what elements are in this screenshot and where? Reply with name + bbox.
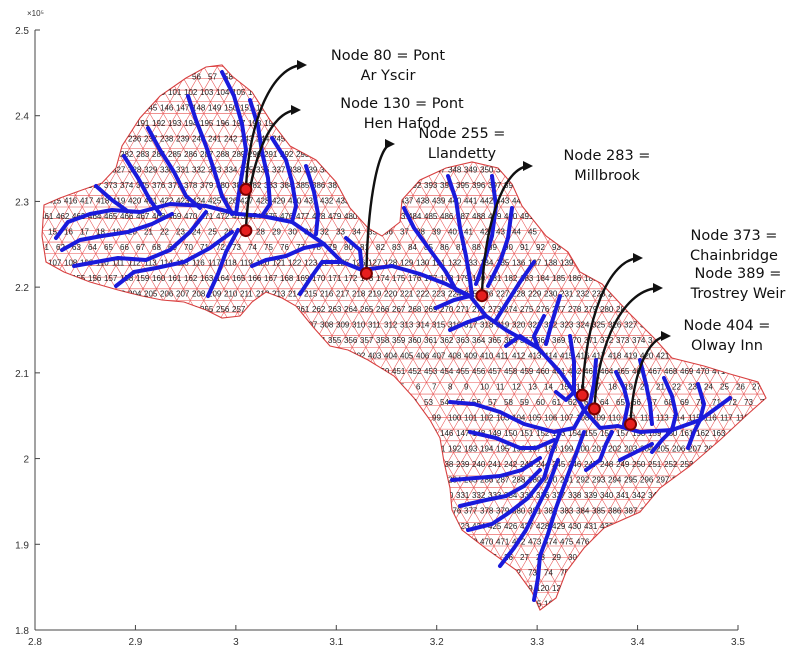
river-segment: [448, 400, 586, 434]
x-tick-label: 3.2: [430, 637, 444, 648]
river-segment: [114, 230, 234, 288]
y-tick-label: 2.1: [15, 369, 29, 380]
river-segment: [614, 370, 630, 426]
annotation-label-line1: Node 283 =: [564, 148, 651, 164]
river-segment: [60, 212, 174, 252]
river-segment: [446, 174, 474, 298]
annotation-label-line1: Node 130 = Pont: [340, 96, 464, 112]
river-segment: [582, 358, 598, 412]
river-segment: [532, 430, 586, 602]
annotation-label-line2: Hen Hafod: [364, 116, 441, 132]
river-network: [54, 70, 732, 602]
river-segment: [298, 260, 342, 296]
river-segment: [186, 94, 234, 216]
x-tick-label: 3.3: [530, 637, 544, 648]
river-segment: [532, 314, 546, 350]
x-tick-label: 2.8: [28, 637, 42, 648]
annotation-label-line2: Trostrey Weir: [690, 286, 786, 302]
river-segment: [662, 376, 678, 432]
annotation-arrow: [244, 105, 301, 231]
annotation-arrow: [581, 253, 643, 396]
river-segment: [304, 164, 320, 236]
node-number-labels: 1 2 3 4 5 6 7 8 9 10 11 12 13 14 15 16 17 18 19 20 21 22 23 24 2…: [42, 65, 766, 609]
river-segment: [448, 314, 488, 332]
y-axis-exponent: ×10⁵: [27, 9, 44, 18]
river-segment: [220, 70, 248, 216]
river-segment: [250, 242, 326, 268]
x-tick-label: 3.5: [731, 637, 745, 648]
river-segment: [270, 136, 298, 224]
annotation-label-line1: Node 389 =: [695, 266, 782, 282]
river-segment: [584, 430, 614, 472]
river-segment: [468, 430, 556, 450]
node-marker: [624, 417, 638, 431]
river-segment: [638, 358, 654, 426]
river-segment: [554, 390, 576, 402]
river-segment: [206, 228, 240, 298]
node-marker: [575, 388, 589, 402]
x-tick-label: 2.9: [128, 637, 142, 648]
annotation-label-line2: Llandetty: [428, 146, 497, 162]
river-segment: [696, 382, 706, 422]
river-segment: [54, 202, 732, 434]
annotation-label-line2: Millbrook: [574, 168, 640, 184]
x-axis-ticks: 2.8 2.9 3 3.1 3.2 3.3 3.4 3.5: [28, 625, 745, 648]
annotation-arrow: [629, 331, 671, 425]
y-tick-label: 2.2: [15, 283, 29, 294]
river-segment: [402, 206, 472, 298]
node-annotations: Node 80 = Pont Ar Yscir Node 130 = Pont Hen…: [331, 48, 785, 354]
y-tick-label: 2.3: [15, 197, 29, 208]
annotation-label-line2: Chainbridge: [690, 248, 778, 264]
annotation-label-line2: Ar Yscir: [361, 68, 416, 84]
river-segment: [568, 334, 576, 394]
river-segment: [618, 442, 654, 462]
river-segment: [498, 458, 560, 568]
annotation-arrow: [593, 283, 663, 409]
river-segment: [686, 418, 702, 450]
annotation-arrow: [480, 161, 533, 296]
y-tick-label: 2.4: [15, 112, 29, 123]
y-tick-label: 1.9: [15, 540, 29, 551]
node-marker: [475, 289, 489, 303]
river-segment: [544, 294, 562, 346]
annotation-arrows: [244, 60, 671, 425]
river-segment: [650, 428, 674, 454]
river-segment: [504, 334, 540, 350]
annotation-label-line1: Node 373 =: [691, 228, 778, 244]
river-segment: [72, 210, 208, 268]
plot-axes: 2.8 2.9 3 3.1 3.2 3.3 3.4 3.5 1.8 1.9 2 2.1 2.2 2.3 2…: [15, 9, 745, 648]
y-axis-ticks: 1.8 1.9 2 2.1 2.2 2.3 2.4 2.5: [15, 26, 40, 637]
annotation-label-line1: Node 255 =: [419, 126, 506, 142]
annotation-label-line1: Node 80 = Pont: [331, 48, 446, 64]
node-marker: [239, 224, 253, 238]
river-segment: [494, 260, 536, 322]
y-tick-label: 2.5: [15, 26, 29, 37]
river-segment: [458, 468, 542, 508]
y-tick-label: 1.8: [15, 626, 29, 637]
river-segment: [466, 430, 562, 532]
x-tick-label: 3.4: [631, 637, 645, 648]
river-segment: [146, 126, 202, 210]
river-segment: [94, 184, 128, 212]
x-tick-label: 3: [233, 637, 239, 648]
annotation-arrow: [365, 139, 395, 274]
annotation-label-line2: Olway Inn: [691, 338, 763, 354]
river-segment: [486, 206, 514, 288]
highlighted-node-markers: [239, 182, 638, 431]
river-segment: [474, 174, 498, 286]
node-marker: [587, 402, 601, 416]
y-tick-label: 2: [23, 455, 29, 466]
river-segment: [122, 154, 162, 216]
river-segment: [434, 294, 472, 310]
annotation-arrow: [244, 60, 307, 190]
node-marker: [239, 182, 253, 196]
annotation-label-line1: Node 404 =: [684, 318, 771, 334]
node-marker: [359, 266, 373, 280]
x-tick-label: 3.1: [329, 637, 343, 648]
river-segment: [450, 456, 542, 482]
river-segment: [344, 236, 364, 272]
